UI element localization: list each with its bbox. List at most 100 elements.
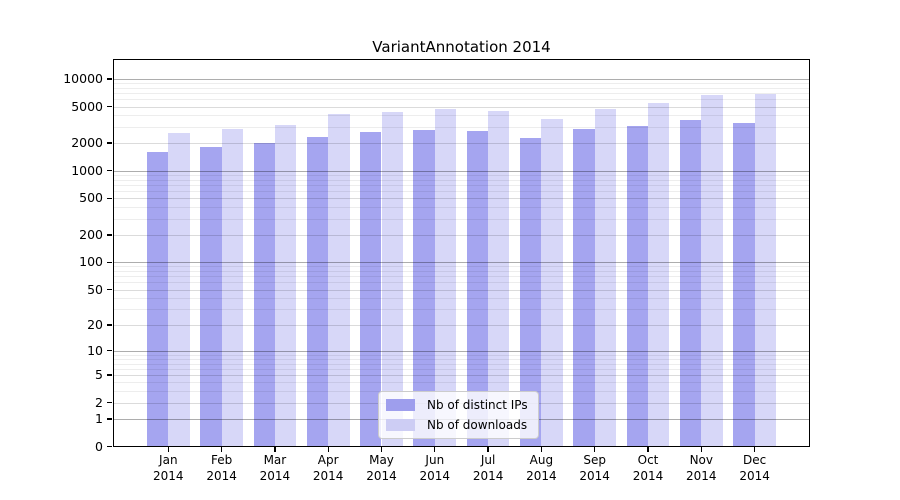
x-axis-month-label: Mar 2014 — [248, 452, 301, 484]
bar-downloads-aug — [541, 118, 563, 447]
bar-distinct-ips-sep — [573, 128, 595, 447]
bar-distinct-ips-jan — [146, 151, 169, 447]
y-axis-tick — [107, 350, 112, 352]
month-year: 2014 — [632, 469, 664, 483]
y-axis-tick-label: 1 — [95, 410, 103, 426]
x-axis-tick — [434, 447, 436, 452]
month-name: Mar — [263, 453, 287, 467]
y-axis-tick-label: 50 — [87, 281, 103, 297]
bar-distinct-ips-nov — [679, 120, 702, 447]
month-year: 2014 — [366, 469, 397, 483]
x-axis-tick — [540, 447, 543, 452]
x-axis-tick — [327, 447, 329, 452]
gridline — [113, 350, 810, 352]
x-axis-tick — [594, 447, 596, 452]
month-name: Sep — [583, 453, 606, 467]
month-name: Jan — [159, 453, 178, 467]
bar-downloads-apr — [328, 114, 350, 447]
gridline — [113, 282, 810, 284]
x-axis-month-label: Feb 2014 — [195, 452, 248, 484]
month-name: Apr — [317, 453, 339, 467]
bar-downloads-jun — [434, 108, 457, 447]
bar-distinct-ips-jul — [466, 130, 489, 447]
gridline — [113, 78, 810, 80]
gridline — [113, 93, 810, 95]
x-axis-tick — [220, 447, 223, 452]
y-axis-tick — [107, 374, 112, 376]
legend-item-downloads: Nb of downloads — [386, 418, 528, 432]
gridline — [113, 368, 810, 370]
month-year: 2014 — [526, 469, 557, 483]
y-axis-tick — [107, 288, 112, 291]
gridline — [113, 99, 810, 101]
month-year: 2014 — [686, 469, 717, 483]
y-axis-tick-label: 100 — [79, 254, 103, 270]
gridline — [113, 354, 810, 356]
x-axis-month-label: Apr 2014 — [302, 452, 355, 484]
x-axis-month-label: Nov 2014 — [675, 452, 728, 484]
month-year: 2014 — [206, 469, 237, 483]
x-axis-month-label: Aug 2014 — [515, 452, 568, 484]
legend-label-downloads: Nb of downloads — [427, 418, 528, 432]
y-axis-tick-label: 2 — [95, 394, 103, 410]
y-axis-tick-label: 500 — [79, 190, 103, 206]
gridline — [113, 87, 810, 89]
gridline — [113, 276, 810, 278]
gridline — [113, 289, 810, 291]
month-name: Feb — [210, 453, 233, 467]
gridline — [113, 179, 810, 181]
y-axis-tick-label: 10 — [87, 342, 103, 358]
gridline — [113, 234, 810, 236]
bar-downloads-feb — [221, 128, 243, 447]
gridline — [113, 115, 810, 117]
bar-distinct-ips-oct — [626, 126, 648, 447]
month-year: 2014 — [579, 469, 610, 483]
bar-distinct-ips-mar — [253, 143, 275, 447]
y-axis-tick — [107, 261, 112, 263]
x-axis-tick — [487, 447, 489, 452]
gridline — [113, 374, 810, 376]
x-axis-tick — [753, 447, 756, 452]
y-axis-tick-label: 0 — [95, 438, 103, 454]
y-axis-tick — [107, 418, 112, 420]
y-axis-tick-label: 2000 — [71, 135, 103, 151]
y-axis-tick — [107, 401, 112, 404]
bar-downloads-oct — [648, 103, 670, 447]
month-name: Aug — [529, 453, 554, 467]
gridline — [113, 83, 810, 85]
y-axis-tick — [107, 105, 112, 108]
x-axis-tick — [167, 447, 169, 452]
x-axis-tick — [380, 447, 383, 452]
x-axis-month-label: Sep 2014 — [568, 452, 621, 484]
bar-downloads-mar — [274, 125, 297, 447]
bar-downloads-sep — [594, 109, 617, 447]
chart-title: VariantAnnotation 2014 — [372, 38, 551, 56]
gridline — [113, 143, 810, 145]
gridline — [113, 358, 810, 360]
gridline — [113, 191, 810, 193]
bar-distinct-ips-aug — [520, 138, 542, 447]
y-axis-tick-label: 10000 — [63, 70, 103, 86]
x-axis-month-label: Jul 2014 — [462, 452, 515, 484]
month-year: 2014 — [739, 469, 770, 483]
gridline — [113, 324, 810, 326]
y-axis-tick-label: 1000 — [71, 162, 103, 178]
month-year: 2014 — [472, 469, 504, 483]
legend-swatch-distinct-ips — [386, 399, 415, 411]
gridline — [113, 207, 810, 209]
gridline — [113, 271, 810, 273]
y-axis-tick — [107, 78, 112, 80]
month-year: 2014 — [153, 469, 184, 483]
x-axis-month-label: Jun 2014 — [408, 452, 461, 484]
gridline — [113, 298, 810, 300]
x-axis-month-label: May 2014 — [355, 452, 408, 484]
y-axis-tick-label: 5000 — [71, 98, 103, 114]
legend-item-distinct-ips: Nb of distinct IPs — [386, 398, 528, 412]
bar-distinct-ips-jun — [413, 129, 435, 447]
month-name: Dec — [742, 453, 767, 467]
gridline — [113, 198, 810, 200]
x-axis-month-label: Dec 2014 — [728, 452, 781, 484]
bar-distinct-ips-may — [360, 132, 382, 447]
